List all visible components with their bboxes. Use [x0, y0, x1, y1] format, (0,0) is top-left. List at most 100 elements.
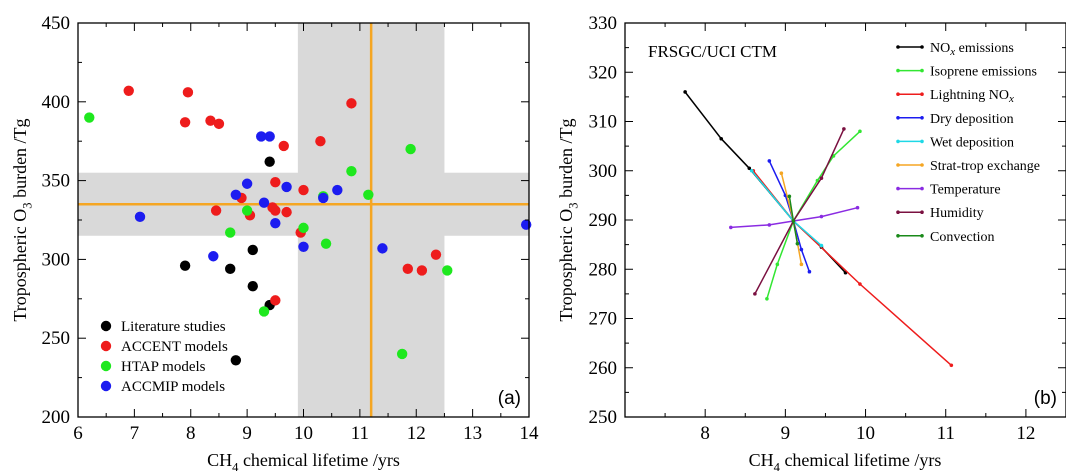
y-tick-label: 320: [589, 62, 618, 83]
data-point: [855, 205, 860, 210]
panel-b: 8 9 10 11 12 250 260 270 280 290 300 310 320 330 FRSGC…: [556, 13, 1066, 471]
data-point: [241, 178, 253, 189]
legend-label: ACCMIP models: [121, 379, 225, 395]
y-tick-label: 400: [42, 92, 71, 113]
legend: NOx emissions Isoprene emissions Lightning…: [896, 41, 1040, 245]
data-point: [747, 166, 752, 171]
legend-marker: [920, 92, 924, 96]
data-point: [134, 211, 146, 223]
data-point: [315, 136, 326, 147]
data-point: [281, 206, 292, 218]
series-lightning-nox: [751, 168, 954, 368]
y-tick-label: 330: [589, 13, 618, 34]
y-tick-label: 290: [589, 210, 618, 231]
legend-marker: [896, 45, 900, 49]
series-line: [754, 128, 845, 295]
data-point: [318, 192, 329, 204]
y-tick-label: 200: [42, 407, 71, 428]
data-point: [213, 118, 225, 130]
x-tick-label: 11: [351, 423, 369, 444]
data-point: [258, 197, 270, 208]
series-humidity: [753, 127, 846, 296]
y-tick-label: 260: [589, 358, 618, 379]
data-point: [683, 90, 687, 94]
data-point: [775, 262, 780, 267]
x-tick-label: 6: [73, 423, 83, 444]
data-point: [346, 98, 357, 109]
x-axis-label: CH4 chemical lifetime /yrs: [207, 450, 400, 471]
data-point: [332, 184, 343, 196]
chart-title: FRSGC/UCI CTM: [648, 42, 777, 61]
data-point: [791, 219, 796, 223]
data-point: [230, 189, 242, 200]
legend-marker: [100, 320, 112, 332]
x-tick-label: 8: [186, 423, 196, 444]
panel-label: (a): [498, 388, 521, 409]
data-point: [270, 176, 281, 188]
x-tick-label: 9: [781, 423, 791, 444]
data-point: [767, 223, 772, 227]
data-point: [807, 269, 812, 274]
legend-marker: [100, 380, 112, 392]
legend-label: ACCENT models: [121, 339, 228, 355]
series-accmip-models: [134, 131, 532, 262]
x-tick-label: 8: [700, 423, 710, 444]
y-tick-label: 270: [589, 309, 618, 330]
legend-marker: [896, 186, 900, 191]
plot-frame: [77, 22, 530, 418]
data-point: [256, 131, 267, 142]
y-tick-label: 450: [42, 13, 71, 34]
data-point: [520, 219, 532, 230]
plot-frame: [624, 22, 1066, 418]
legend-label: Convection: [930, 230, 995, 245]
y-tick-label: 250: [589, 407, 618, 428]
y-tick-label: 350: [42, 171, 71, 192]
data-point: [179, 117, 191, 128]
data-point: [247, 244, 258, 256]
x-axis-label: CH4 chemical lifetime /yrs: [749, 450, 942, 471]
legend-label: Lightning NOx: [930, 88, 1014, 105]
data-point: [819, 214, 824, 219]
y-tick-label: 300: [589, 161, 618, 182]
legend-label: Humidity: [930, 206, 984, 221]
x-tick-label: 10: [856, 423, 875, 444]
y-axis-label: Tropospheric O3 burden /Tg: [556, 118, 580, 321]
y-tick-label: 300: [42, 249, 71, 270]
y-axis-label: Tropospheric O3 burden /Tg: [10, 118, 34, 321]
data-point: [799, 262, 804, 267]
panel-a: 6 7 8 9 10 11 12 13 14 200 250 300 350 400 450 Literatu…: [10, 13, 539, 471]
data-point: [346, 165, 357, 177]
data-point: [84, 112, 95, 123]
legend-marker: [896, 139, 900, 144]
x-tick-label: 12: [407, 423, 426, 444]
series-line: [766, 130, 861, 300]
data-point: [819, 176, 824, 180]
legend-marker: [920, 116, 924, 120]
legend-marker: [920, 186, 924, 191]
data-point: [819, 243, 824, 248]
series-wet-deposition: [749, 168, 824, 248]
data-point: [179, 260, 191, 271]
legend-marker: [896, 68, 900, 73]
data-point: [298, 241, 309, 252]
data-point: [230, 355, 242, 366]
x-tick-label: 14: [520, 423, 540, 444]
data-point: [842, 127, 846, 131]
legend-marker: [896, 234, 900, 238]
legend-marker: [896, 210, 900, 214]
legend-marker: [896, 116, 900, 120]
legend-label: Literature studies: [121, 319, 226, 335]
data-point: [320, 238, 332, 249]
data-point: [779, 171, 784, 176]
data-point: [270, 217, 281, 229]
data-point: [298, 184, 309, 196]
data-point: [767, 159, 772, 163]
x-tick-label: 13: [463, 423, 482, 444]
data-point: [858, 282, 862, 286]
data-point: [225, 263, 236, 275]
data-point: [858, 129, 862, 134]
data-point: [205, 115, 216, 126]
y-tick-label: 310: [589, 112, 618, 133]
data-point: [416, 265, 428, 276]
data-point: [795, 241, 800, 246]
